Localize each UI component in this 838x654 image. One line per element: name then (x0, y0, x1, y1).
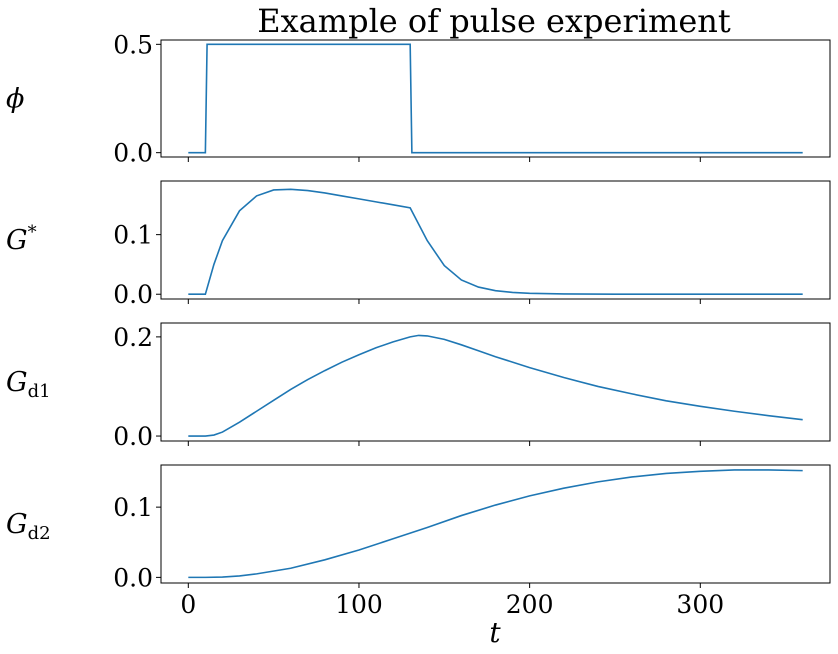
panel-2-ylabel: G* (6, 222, 37, 256)
panel-2-series-line (188, 188, 803, 296)
panel-4-ylabel: Gd2 (6, 509, 51, 544)
x-tick-label: 200 (506, 590, 554, 619)
panel-1-frame (160, 39, 831, 158)
panel-4: 0.0 0.1 0 100 200 300 Gd2 (6, 464, 831, 619)
panel-4-frame (160, 464, 831, 584)
panel-3-ytick-label: 0.2 (113, 323, 153, 352)
panel-4-ytick-label: 0.0 (113, 563, 153, 592)
panel-2: 0.0 0.1 G* (6, 180, 831, 309)
panel-4-series-line (188, 469, 803, 579)
panel-2-ytick-label: 0.1 (113, 221, 153, 250)
x-tick-label: 0 (180, 590, 196, 619)
panel-1-series-line (188, 43, 803, 154)
panel-1-ylabel: ϕ (6, 84, 24, 115)
panel-1-ytick-label: 0.0 (113, 139, 153, 168)
x-tick-label: 300 (676, 590, 724, 619)
panel-1-ytick-label: 0.5 (113, 30, 153, 59)
panel-3-ytick-label: 0.0 (113, 422, 153, 451)
panel-4-ytick-label: 0.1 (113, 493, 153, 522)
panel-2-ytick-label: 0.0 (113, 280, 153, 309)
panel-3-series-line (188, 334, 803, 437)
chart-title: Example of pulse experiment (257, 2, 731, 40)
panel-3-ylabel: Gd1 (6, 367, 51, 402)
panel-3-frame (160, 322, 831, 442)
panel-2-frame (160, 180, 831, 300)
panel-3: 0.0 0.2 Gd1 (6, 322, 831, 451)
x-axis-label: t (489, 616, 501, 649)
panels-layer: 0.0 0.5 ϕ 0.0 0.1 G* 0.0 0.2 Gd1 0.0 0.1 0 100 200 300… (6, 30, 831, 619)
panel-1: 0.0 0.5 ϕ (6, 30, 831, 168)
x-tick-label: 100 (335, 590, 383, 619)
